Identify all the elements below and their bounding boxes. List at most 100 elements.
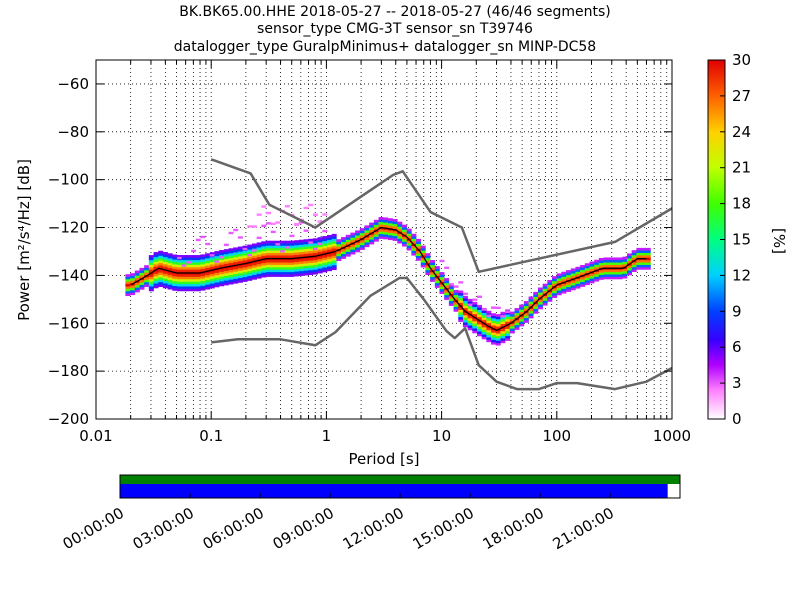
heatmap-cell — [266, 243, 272, 246]
heatmap-cell — [162, 280, 168, 284]
heatmap-cell — [509, 325, 515, 329]
heatmap-cell — [237, 246, 243, 250]
heatmap-cell — [509, 318, 515, 322]
heatmap-cell — [476, 326, 482, 330]
heatmap-cell — [200, 278, 206, 282]
heatmap-cell — [458, 302, 464, 306]
heatmap-cell — [176, 274, 182, 277]
heatmap-cell — [251, 265, 257, 268]
heatmap-cell — [148, 269, 154, 273]
heatmap-cell — [580, 269, 586, 273]
heatmap-cell — [294, 249, 300, 253]
heatmap-cell — [130, 287, 136, 291]
heatmap-cell — [237, 265, 243, 269]
heatmap-cell — [533, 294, 539, 297]
heatmap-cell — [242, 255, 248, 258]
heatmap-cell — [326, 261, 332, 264]
heatmap-cell — [411, 238, 417, 242]
heatmap-cell — [200, 275, 206, 279]
heatmap-cell — [603, 264, 609, 268]
heatmap-cell — [256, 213, 262, 216]
heatmap-cell — [523, 315, 529, 319]
heatmap-cell — [219, 273, 225, 277]
heatmap-cell — [195, 264, 201, 268]
heatmap-cell — [219, 252, 225, 256]
heatmap-cell — [284, 240, 290, 244]
heatmap-cell — [542, 300, 548, 304]
heatmap-cell — [533, 306, 539, 309]
heatmap-cell — [458, 314, 464, 318]
heatmap-cell — [425, 269, 431, 273]
heatmap-cell — [312, 259, 318, 263]
heatmap-cell — [467, 322, 473, 326]
timeline-tick-label: 09:00:00 — [270, 504, 337, 553]
heatmap-cell — [631, 266, 637, 270]
heatmap-cell — [495, 338, 501, 341]
heatmap-cell — [326, 237, 332, 241]
heatmap-cell — [411, 248, 417, 251]
heatmap-cell — [378, 229, 384, 232]
heatmap-cell — [298, 244, 304, 248]
heatmap-cell — [458, 281, 464, 284]
heatmap-cell — [467, 325, 473, 328]
heatmap-cell — [514, 312, 520, 316]
heatmap-cell — [308, 250, 314, 254]
heatmap-cell — [209, 261, 215, 265]
heatmap-cell — [509, 316, 515, 320]
heatmap-cell — [247, 275, 253, 279]
heatmap-cell — [608, 274, 614, 277]
heatmap-cell — [500, 323, 506, 327]
heatmap-cell — [317, 270, 323, 274]
heatmap-cell — [237, 248, 243, 252]
heatmap-cell — [247, 266, 253, 269]
heatmap-cell — [148, 286, 154, 289]
heatmap-cell — [425, 253, 431, 256]
heatmap-cell — [256, 242, 262, 246]
heatmap-cell — [228, 277, 234, 280]
heatmap-cell — [505, 335, 511, 339]
heatmap-cell — [289, 269, 295, 273]
heatmap-cell — [308, 253, 314, 256]
heatmap-cell — [289, 264, 295, 268]
heatmap-cell — [294, 266, 300, 270]
heatmap-cell — [289, 259, 295, 263]
heatmap-cell — [462, 307, 468, 311]
heatmap-cell — [481, 308, 487, 311]
heatmap-cell — [308, 267, 314, 271]
heatmap-cell — [387, 232, 393, 236]
heatmap-cell — [158, 274, 164, 278]
heatmap-cell — [284, 271, 290, 275]
heatmap-cell — [176, 255, 182, 258]
heatmap-cell — [223, 256, 229, 260]
heatmap-cell — [462, 314, 468, 318]
heatmap-cell — [298, 251, 304, 255]
heatmap-cell — [584, 282, 590, 286]
heatmap-cell — [439, 291, 445, 294]
heatmap-cell — [430, 264, 436, 268]
heatmap-cell — [439, 274, 445, 278]
heatmap-cell — [556, 273, 562, 277]
heatmap-cell — [491, 318, 497, 321]
heatmap-cell — [406, 245, 412, 249]
heatmap-cell — [270, 264, 276, 268]
heatmap-cell — [233, 259, 239, 263]
heatmap-cell — [406, 235, 412, 239]
heatmap-cell — [261, 205, 267, 208]
heatmap-cell — [448, 300, 454, 304]
heatmap-cell — [172, 278, 178, 282]
heatmap-cell — [219, 276, 225, 280]
heatmap-cell — [303, 244, 309, 247]
heatmap-cell — [256, 249, 262, 253]
heatmap-cell — [331, 243, 337, 247]
heatmap-cell — [495, 306, 501, 310]
heatmap-cell — [331, 248, 337, 251]
heatmap-cell — [528, 310, 534, 314]
heatmap-cell — [364, 227, 370, 231]
heatmap-cell — [200, 259, 206, 262]
heatmap-cell — [195, 286, 201, 289]
timeline-tick-label: 12:00:00 — [340, 504, 407, 553]
heatmap-cell — [584, 265, 590, 269]
heatmap-cell — [219, 256, 225, 259]
heatmap-cell — [167, 258, 173, 261]
heatmap-cell — [406, 240, 412, 244]
